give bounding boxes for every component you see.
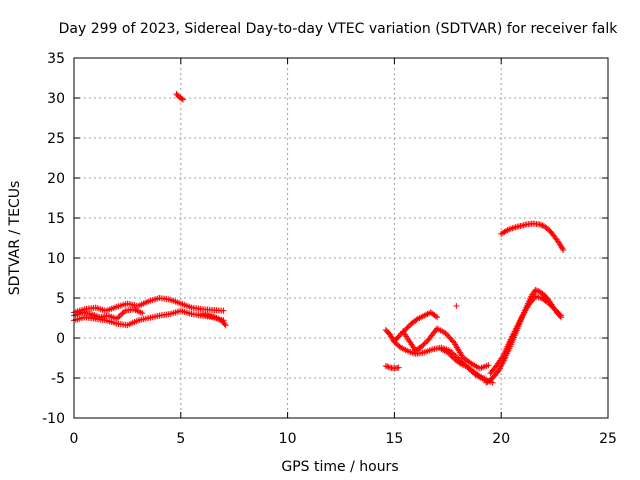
data-point-marker <box>421 340 428 347</box>
data-point-marker <box>423 339 430 346</box>
data-point-marker <box>550 304 557 311</box>
data-point-marker <box>444 349 451 356</box>
series-isolated-18h <box>453 303 460 309</box>
data-point-marker <box>545 299 552 306</box>
x-tick-label: 15 <box>385 431 403 447</box>
data-point-marker <box>531 294 538 301</box>
data-point-marker <box>558 244 565 251</box>
y-tick-label: -10 <box>42 411 65 427</box>
data-point-marker <box>466 359 473 366</box>
data-point-marker <box>485 362 492 369</box>
data-point-marker <box>117 311 124 318</box>
x-tick-label: 20 <box>492 431 510 447</box>
data-point-marker <box>434 314 441 321</box>
x-axis-label: GPS time / hours <box>281 459 398 475</box>
data-point-marker <box>446 350 453 357</box>
data-point-marker <box>556 311 563 318</box>
data-point-marker <box>405 323 412 330</box>
series-spike-5h <box>173 91 186 103</box>
data-series <box>71 91 567 386</box>
data-point-marker <box>396 332 403 339</box>
series-arc-late-b <box>399 325 492 372</box>
data-point-marker <box>453 303 460 309</box>
data-point-marker <box>447 351 454 358</box>
data-point-marker <box>384 363 391 370</box>
data-point-marker <box>551 306 558 313</box>
series-arc-early-upper <box>71 295 227 316</box>
x-tick-label: 5 <box>176 431 185 447</box>
y-axis-label: SDTVAR / TECUs <box>7 181 23 296</box>
grid-lines <box>74 58 608 418</box>
series-arc-late-d <box>438 346 490 383</box>
series-arc-early-tail <box>199 311 229 329</box>
data-point-marker <box>403 325 410 332</box>
data-point-marker <box>113 315 120 322</box>
data-point-marker <box>532 287 539 293</box>
data-point-marker <box>558 312 565 319</box>
data-point-marker <box>404 324 411 331</box>
data-point-marker <box>538 221 545 228</box>
data-point-marker <box>560 247 567 253</box>
data-point-marker <box>546 301 553 308</box>
data-point-marker <box>385 364 392 371</box>
data-point-marker <box>554 308 561 315</box>
data-point-marker <box>399 329 406 336</box>
y-tick-label: 20 <box>47 171 65 187</box>
axis-ticks: 0 5 10 15 20 25 -10 -5 0 5 10 15 20 25 30 35 <box>42 51 617 447</box>
x-tick-label: 10 <box>279 431 297 447</box>
y-tick-label: -5 <box>51 371 65 387</box>
data-point-marker <box>400 328 407 335</box>
data-point-marker <box>395 333 402 340</box>
chart-title: Day 299 of 2023, Sidereal Day-to-day VTE… <box>59 21 619 37</box>
data-point-marker <box>558 243 565 249</box>
y-tick-label: 15 <box>47 211 65 227</box>
x-tick-label: 25 <box>599 431 617 447</box>
x-tick-label: 0 <box>70 431 79 447</box>
data-point-marker <box>547 302 554 309</box>
data-point-marker <box>179 96 186 103</box>
y-tick-label: 5 <box>56 291 65 307</box>
series-arc-high <box>498 220 567 253</box>
data-point-marker <box>119 310 126 317</box>
data-point-marker <box>432 313 439 320</box>
data-point-marker <box>419 343 426 349</box>
data-point-marker <box>398 330 405 337</box>
data-point-marker <box>533 287 540 294</box>
series-arc-rise-twin <box>487 293 565 377</box>
data-point-marker <box>555 310 562 317</box>
series-arc-late-low <box>382 363 402 372</box>
data-point-marker <box>221 321 228 327</box>
data-point-marker <box>382 363 389 369</box>
data-point-marker <box>178 95 185 102</box>
data-point-marker <box>448 353 455 360</box>
data-point-marker <box>552 307 559 314</box>
y-tick-label: 10 <box>47 251 65 267</box>
plot-frame <box>73 57 609 419</box>
y-tick-label: 35 <box>47 51 65 67</box>
series-arc-late-c <box>391 309 441 345</box>
data-point-marker <box>120 309 127 316</box>
data-point-marker <box>402 327 409 333</box>
data-point-marker <box>139 310 146 317</box>
data-point-marker <box>222 322 229 329</box>
y-tick-label: 25 <box>47 131 65 147</box>
series-arc-early-lower <box>71 307 227 329</box>
y-tick-label: 0 <box>56 331 65 347</box>
data-point-marker <box>116 313 123 320</box>
series-arc-early-mid <box>71 306 146 322</box>
data-point-marker <box>115 314 122 321</box>
y-tick-label: 30 <box>47 91 65 107</box>
data-point-marker <box>395 364 402 371</box>
data-point-marker <box>536 221 543 228</box>
data-point-marker <box>420 341 427 348</box>
data-point-marker <box>559 245 566 252</box>
data-point-marker <box>549 303 556 310</box>
data-point-marker <box>220 307 227 314</box>
